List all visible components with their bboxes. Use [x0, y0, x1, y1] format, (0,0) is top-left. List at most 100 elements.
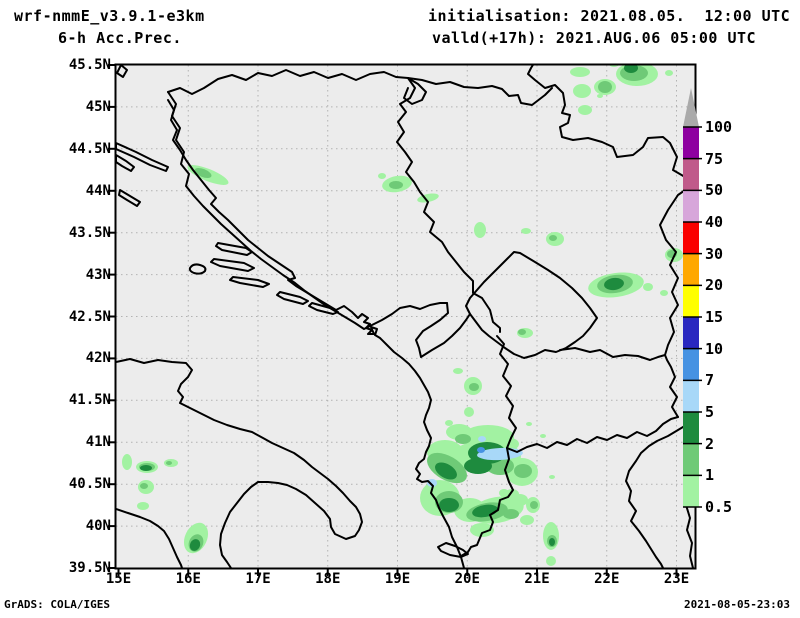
sava-north-border: [167, 69, 553, 106]
precip-blob-light_green: [597, 94, 603, 98]
precip-blob-light_blue: [427, 479, 437, 487]
precip-blob-light_green: [137, 502, 149, 510]
precip-blob-light_green: [520, 515, 534, 525]
colorbar-overflow-arrow: [683, 88, 699, 127]
lat-label: 39.5N: [68, 560, 111, 576]
danube-serbia-north-border: [527, 65, 692, 187]
macedonia-east-border: [664, 354, 679, 418]
kosovo-border: [465, 251, 598, 359]
precip-blob-light_green: [378, 173, 386, 179]
colorbar-level-label: 40: [705, 213, 724, 231]
precip-blob-medium_green: [518, 329, 526, 335]
colorbar-level-label: 5: [705, 403, 715, 421]
precip-blob-light_green: [570, 67, 590, 77]
lon-label: 15E: [105, 571, 132, 587]
bosnia-west-border: [167, 91, 448, 330]
axis-ticks: [108, 64, 678, 576]
colorbar-segment: [683, 253, 699, 286]
grads-credit: GrADS: COLA/IGES: [4, 598, 110, 611]
greece-aegean-coast: [625, 418, 695, 568]
colorbar-segment: [683, 380, 699, 412]
initialisation-label: initialisation: 2021.08.05. 12:00 UTC: [428, 7, 791, 25]
colorbar-level-label: 15: [705, 308, 724, 326]
colorbar-level-label: 10: [705, 339, 724, 358]
colorbar-segment: [683, 443, 699, 476]
precip-blob-light_green: [521, 228, 531, 234]
dalmatia-montenegro-albania-coast: [167, 99, 465, 568]
colorbar-segment: [683, 317, 699, 349]
coastlines-borders: [116, 65, 695, 568]
colorbar-segment: [683, 475, 699, 507]
precip-blob-light_green: [474, 222, 486, 238]
precip-blob-dark_green: [549, 538, 555, 546]
lat-label: 45.5N: [68, 57, 111, 73]
precipitation-layer: [122, 65, 683, 566]
macedonia-greece-border: [506, 416, 679, 453]
precip-blob-light_green: [470, 523, 494, 537]
colorbar-segment: [683, 190, 699, 222]
italy-adriatic-coast: [116, 358, 363, 568]
lon-label: 19E: [384, 571, 411, 587]
precip-blob-light_blue: [477, 447, 523, 461]
lat-label: 45N: [85, 98, 111, 115]
island-brac: [215, 242, 253, 256]
lat-label: 40.5N: [68, 476, 111, 493]
precip-blob-medium_green: [549, 235, 557, 241]
precip-blob-blue: [477, 447, 485, 453]
valid-time-label: valld(+17h): 2021.AUG.06 05:00 UTC: [432, 29, 757, 47]
precip-blob-light_blue: [478, 436, 486, 442]
precip-blob-dark_green: [189, 539, 201, 551]
precip-blob-medium_green: [530, 501, 538, 509]
lat-label: 41N: [85, 434, 111, 451]
colorbar-level-label: 7: [705, 371, 715, 390]
italy-calabria-coast: [116, 508, 183, 568]
colorbar-level-label: 50: [705, 181, 724, 200]
precip-blob-light_green: [445, 420, 453, 426]
lat-label: 40N: [85, 518, 111, 535]
drina-serbia-west-border: [396, 77, 501, 333]
peljesac-peninsula: [276, 291, 309, 305]
precip-blob-light_green: [573, 84, 591, 98]
drina-border-loop: [403, 77, 427, 105]
precip-blob-dark_green: [464, 458, 492, 474]
croatia-island-hook: [118, 189, 141, 207]
precip-blob-medium_green: [140, 483, 148, 489]
model-title: wrf-nmmE_v3.9.1-e3km: [14, 7, 205, 25]
lon-label: 18E: [315, 571, 341, 587]
precip-blob-light_green: [501, 438, 519, 450]
colorbar-level-label: 2: [705, 434, 715, 453]
lon-label: 23E: [663, 571, 690, 587]
colorbar-segment: [683, 127, 699, 159]
lat-label: 43N: [85, 266, 111, 283]
precip-blob-medium_green: [166, 461, 172, 465]
colorbar-segment: [683, 222, 699, 254]
lat-label: 41.5N: [68, 392, 111, 409]
lon-label: 22E: [594, 571, 620, 587]
serbia-east-border: [659, 185, 692, 356]
lon-label: 16E: [175, 571, 201, 587]
colorbar-level-label: 20: [705, 276, 724, 295]
island-vis: [188, 263, 207, 275]
colorbar-level-label: 75: [705, 149, 724, 168]
colorbar-segment: [683, 348, 699, 381]
precip-blob-light_green: [660, 290, 668, 296]
colorbar-segment: [683, 412, 699, 444]
precip-blob-light_green: [122, 454, 132, 470]
colorbar-segment: [683, 158, 699, 191]
lat-label: 42N: [85, 350, 111, 367]
colorbar-segment: [683, 285, 699, 317]
colorbar: [683, 88, 702, 508]
colorbar-level-label: 30: [705, 244, 724, 263]
precip-blob-medium_green: [455, 434, 471, 444]
lon-label: 21E: [524, 571, 550, 587]
precip-blob-light_green: [526, 422, 532, 426]
precip-blob-light_green: [499, 489, 509, 497]
istria-corner-coast: [116, 65, 128, 78]
corfu-island: [437, 542, 469, 558]
macedonia-north-border: [559, 347, 666, 361]
precip-blob-medium_green: [598, 81, 612, 93]
croatia-island-sliver: [116, 154, 135, 172]
colorbar-level-label: 1: [705, 466, 715, 485]
lon-label: 20E: [454, 571, 480, 587]
